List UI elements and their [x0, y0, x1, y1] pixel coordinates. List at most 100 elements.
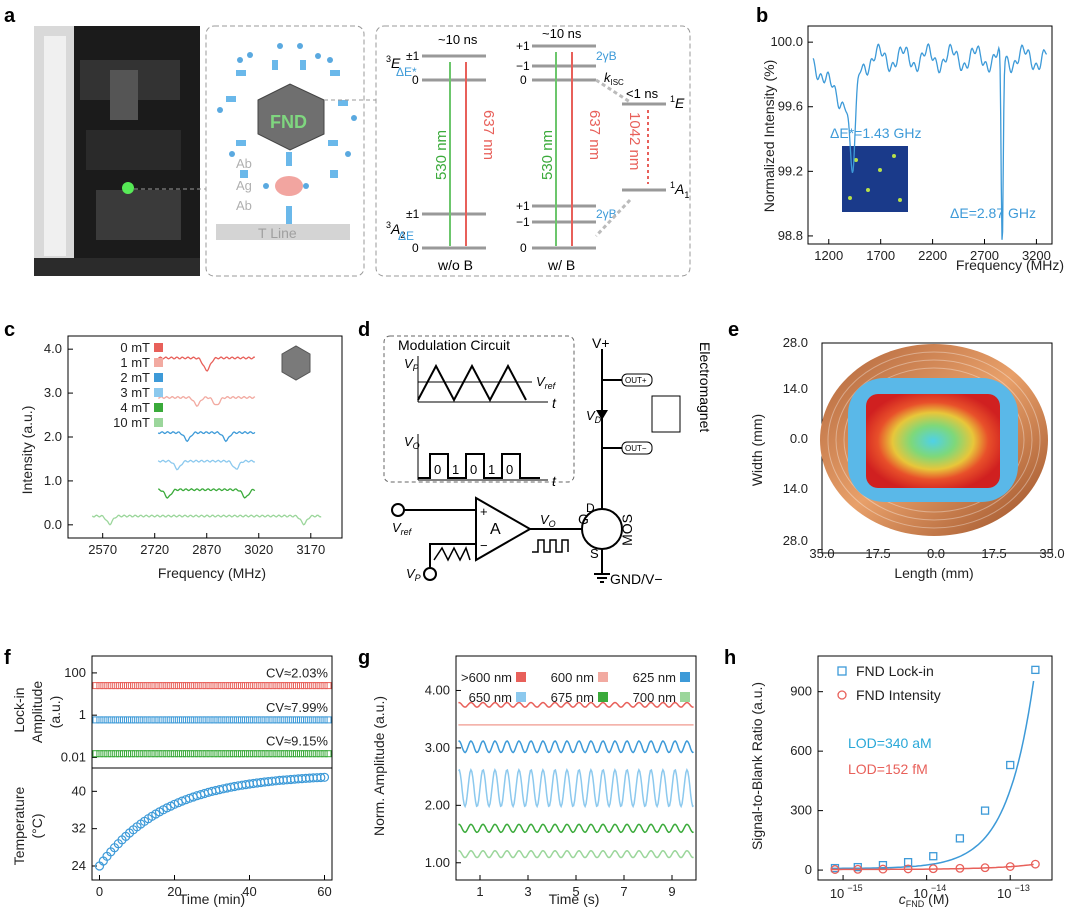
f-top-point-0-11: [135, 682, 143, 690]
b-ytick-3: 100.0: [770, 34, 803, 49]
h-ytick-0: 0: [805, 862, 812, 877]
nm530-left: 530 nm: [433, 130, 450, 180]
d-gnd-label: GND/V−: [610, 571, 663, 587]
panel-label-g: g: [358, 647, 370, 669]
g-series-line-5: [458, 823, 694, 834]
c-ytick-4: 4.0: [44, 341, 62, 356]
d-vo-out: VO: [540, 512, 556, 529]
plus1-lower: +1: [516, 199, 530, 213]
b-xtick-4: 3200: [1022, 248, 1051, 263]
g-legend-label-0: >600 nm: [461, 670, 512, 685]
panel-h: Signal-to-Blank Ratio (a.u.) cFND (M) 10…: [749, 655, 1053, 909]
f-top-point-2-36: [234, 750, 242, 758]
f-top-point-0-49: [285, 682, 293, 690]
d-diode: [596, 410, 608, 420]
f-top-point-0-8: [124, 682, 131, 690]
f-ytick-2: 40: [72, 783, 86, 798]
f-top-point-0-14: [147, 682, 155, 690]
e-ytick-3: 14.0: [783, 481, 808, 496]
c-legend-swatch-0: [154, 343, 163, 352]
f-top-point-2-33: [222, 750, 230, 758]
f-top-point-0-27: [198, 682, 206, 690]
g-series-line-6: [458, 849, 694, 859]
h-point-lockin-8: [1031, 665, 1040, 675]
d-vp-wire: [429, 543, 476, 568]
d-opamp: [475, 496, 533, 562]
zero-lower-right: 0: [520, 241, 527, 255]
f-top-point-1-40: [249, 716, 257, 724]
antibody-cluster: [226, 60, 348, 226]
h-point-intensity-5: [955, 863, 965, 873]
h-point-intensity-6: [980, 863, 990, 873]
d-pulse-icon: [532, 539, 569, 553]
e-xtick-3: 17.5: [981, 546, 1006, 561]
f-top-point-2-4: [108, 750, 116, 758]
f-xtick-0: 0: [96, 884, 103, 899]
f-top-point-1-35: [230, 716, 238, 724]
f-top-point-2-38: [241, 750, 249, 758]
tline-bar: [216, 224, 350, 240]
energy-levels: [422, 44, 666, 250]
g-series-line-3: [458, 767, 694, 809]
c-legend-swatch-5: [154, 418, 163, 427]
device-stage: [86, 130, 181, 170]
b-ytick-2: 99.6: [778, 99, 803, 114]
e-ytick-2: 0.0: [790, 431, 808, 446]
f-top-point-0-13: [143, 682, 151, 690]
f-top-point-0-26: [194, 682, 202, 690]
b-inset-spots: [848, 154, 902, 202]
f-top-point-2-23: [182, 750, 190, 758]
c-legend-swatch-4: [154, 403, 163, 412]
antibody-dots: [217, 43, 357, 189]
h-legend-marker-1: [837, 690, 847, 700]
f-top-point-1-34: [226, 716, 234, 724]
panel-label-d: d: [358, 319, 370, 341]
d-t-2: t: [552, 473, 557, 489]
f-top-point-1-54: [304, 716, 312, 724]
f-temp-point-59: [316, 772, 326, 783]
b-odmr-line: [812, 43, 1047, 240]
f-top-point-0-25: [190, 682, 198, 690]
h-legend-label-0: FND Lock-in: [856, 663, 934, 679]
d-amp-label: A: [490, 521, 501, 538]
f-top-point-1-49: [285, 716, 293, 724]
f-top-point-2-26: [194, 750, 202, 758]
c-legend-label-0: 0 mT: [120, 340, 150, 355]
f-top-point-0-9: [127, 682, 135, 690]
f-top-point-1-29: [206, 716, 214, 724]
f-top-point-0-0: [92, 682, 100, 690]
f-top-point-2-27: [198, 750, 206, 758]
antigen-blob: [275, 176, 303, 196]
c-series-line-4: [157, 488, 256, 499]
f-top-point-2-3: [104, 750, 112, 758]
f-top-point-1-38: [241, 716, 249, 724]
h-ytick-3: 900: [790, 684, 812, 699]
f-top-point-0-3: [104, 682, 112, 690]
d-out-plus-port: [621, 373, 653, 387]
f-top-point-1-19: [167, 716, 175, 724]
f-top-point-1-27: [198, 716, 206, 724]
h-ytick-1: 300: [790, 803, 812, 818]
f-top-point-1-7: [120, 716, 127, 724]
f-top-point-2-49: [285, 750, 293, 758]
e-xtick-4: 35.0: [1039, 546, 1064, 561]
ag-label: Ag: [236, 178, 252, 193]
c-xtick-0: 2570: [88, 542, 117, 557]
f-top-point-2-57: [316, 750, 324, 758]
f-top-point-2-43: [261, 750, 269, 758]
f-top-point-0-28: [202, 682, 210, 690]
c-series-line-2: [157, 430, 256, 443]
d-gnd-symbol: [594, 573, 610, 583]
f-top-point-0-53: [300, 682, 308, 690]
c-crystal-icon: [281, 345, 311, 381]
f-top-point-2-35: [230, 750, 238, 758]
f-top-point-0-33: [222, 682, 230, 690]
d-out-minus-port: [621, 441, 653, 455]
e-ylabel: Width (mm): [749, 414, 765, 486]
panel-label-h: h: [724, 647, 736, 669]
d-out-plus-text: OUT+: [625, 376, 647, 385]
g-ylabel: Norm. Amplitude (a.u.): [371, 696, 387, 836]
f-top-point-1-46: [273, 716, 281, 724]
level-1A1: 1A1: [670, 180, 689, 200]
f-top-point-1-50: [289, 716, 297, 724]
